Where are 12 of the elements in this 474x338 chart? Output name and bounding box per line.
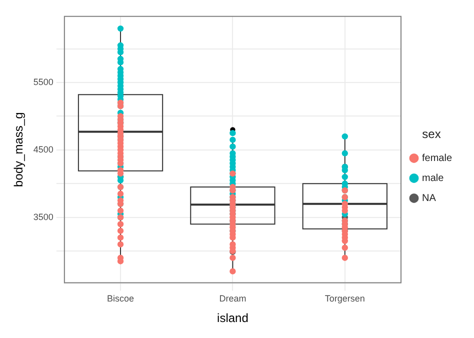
y-tick-label: 5500 [33,76,54,87]
legend-title: sex [422,127,441,142]
legend-label: NA [422,192,436,204]
x-axis-title: island [217,311,248,326]
x-tick-label: Torgersen [324,294,365,304]
y-tick-label: 4500 [33,144,54,154]
legend-label: female [422,152,452,164]
y-axis-title: body_mass_g [12,112,26,187]
legend-label: male [422,172,444,184]
x-tick-label: Dream [219,294,246,304]
x-tick-label: Biscoe [107,294,134,304]
y-tick-label: 3500 [33,212,54,222]
